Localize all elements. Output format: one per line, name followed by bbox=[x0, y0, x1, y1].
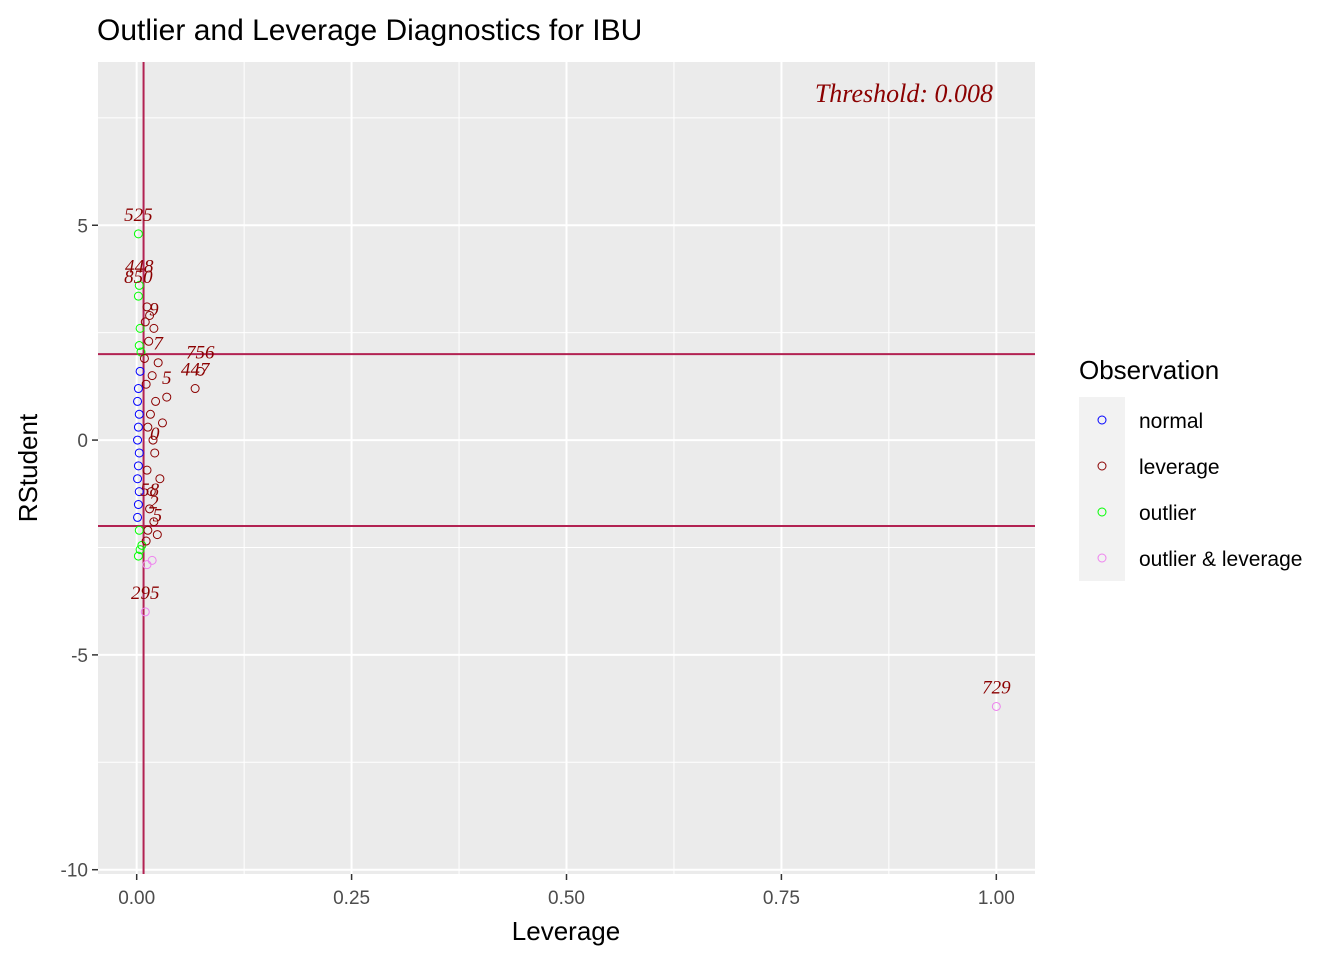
data-point bbox=[151, 396, 161, 406]
point-label: 58 bbox=[140, 480, 160, 501]
data-point bbox=[147, 555, 157, 565]
point-label: 850 bbox=[124, 267, 153, 288]
point-label: 7 bbox=[153, 334, 164, 355]
legend-key-background bbox=[1079, 397, 1125, 581]
x-tick-label: 0.75 bbox=[763, 888, 800, 909]
data-point bbox=[140, 607, 150, 617]
data-point bbox=[133, 474, 143, 484]
data-point bbox=[162, 392, 172, 402]
data-point bbox=[143, 525, 153, 535]
point-label: 5 bbox=[153, 506, 163, 527]
data-point bbox=[133, 229, 143, 239]
data-point bbox=[135, 366, 145, 376]
data-points bbox=[133, 229, 1001, 711]
x-tick-label: 0.50 bbox=[548, 888, 585, 909]
data-point bbox=[133, 435, 143, 445]
legend-key-normal bbox=[1097, 415, 1107, 425]
data-point bbox=[142, 302, 152, 312]
data-point bbox=[134, 341, 144, 351]
data-point bbox=[991, 701, 1001, 711]
y-tick-label: 5 bbox=[77, 216, 88, 237]
data-point bbox=[133, 422, 143, 432]
legend-title: Observation bbox=[1079, 355, 1219, 385]
legend-label: normal bbox=[1139, 410, 1203, 433]
x-tick-label: 0.25 bbox=[333, 888, 370, 909]
data-point bbox=[134, 525, 144, 535]
data-point bbox=[140, 317, 150, 327]
data-point bbox=[145, 409, 155, 419]
point-label: 9 bbox=[149, 299, 159, 320]
data-point bbox=[133, 512, 143, 522]
data-point bbox=[133, 384, 143, 394]
y-axis-ticks: -10 -5 0 5 bbox=[61, 216, 98, 882]
y-tick-label: -10 bbox=[61, 861, 88, 882]
grid-lines bbox=[98, 62, 1035, 874]
data-point bbox=[133, 291, 143, 301]
data-point bbox=[134, 409, 144, 419]
data-point bbox=[133, 500, 143, 510]
data-point bbox=[144, 336, 154, 346]
data-point bbox=[150, 448, 160, 458]
data-point bbox=[141, 379, 151, 389]
x-tick-label: 1.00 bbox=[978, 888, 1015, 909]
point-label: 525 bbox=[124, 205, 153, 226]
legend-items: normal leverage outlier outlier & leverage bbox=[1097, 410, 1302, 571]
point-label: 2 bbox=[149, 493, 159, 514]
legend-key-leverage bbox=[1097, 461, 1107, 471]
data-point bbox=[134, 448, 144, 458]
point-label: 729 bbox=[982, 677, 1011, 698]
point-label: 0 bbox=[150, 424, 160, 445]
legend-key-outlier bbox=[1097, 507, 1107, 517]
data-point bbox=[135, 545, 145, 555]
data-point bbox=[148, 435, 158, 445]
point-label: 447 bbox=[181, 360, 211, 381]
data-point bbox=[143, 422, 153, 432]
data-point bbox=[155, 474, 165, 484]
data-point bbox=[149, 517, 159, 527]
data-point bbox=[195, 366, 205, 376]
data-point bbox=[134, 280, 144, 290]
data-point bbox=[145, 504, 155, 514]
data-point bbox=[134, 487, 144, 497]
y-tick-label: 0 bbox=[77, 431, 88, 452]
data-point bbox=[133, 461, 143, 471]
legend-label: outlier bbox=[1139, 502, 1196, 525]
point-label: 756 bbox=[186, 342, 215, 363]
data-point bbox=[190, 384, 200, 394]
data-point bbox=[133, 551, 143, 561]
data-point bbox=[145, 310, 155, 320]
data-point bbox=[152, 530, 162, 540]
data-point bbox=[157, 418, 167, 428]
data-point bbox=[133, 396, 143, 406]
data-point bbox=[149, 323, 159, 333]
threshold-annotation: Threshold: 0.008 bbox=[815, 79, 993, 108]
legend-label: outlier & leverage bbox=[1139, 548, 1302, 571]
x-axis-ticks: 0.00 0.25 0.50 0.75 1.00 bbox=[118, 874, 1015, 909]
y-axis-title: RStudent bbox=[13, 413, 43, 522]
data-point bbox=[139, 353, 149, 363]
point-label: 295 bbox=[131, 583, 160, 604]
data-point bbox=[142, 465, 152, 475]
legend-key-outlier-leverage bbox=[1097, 553, 1107, 563]
legend-label: leverage bbox=[1139, 456, 1220, 479]
data-point bbox=[146, 487, 156, 497]
x-axis-title: Leverage bbox=[512, 916, 620, 946]
legend: Observation normal leverage outlier outlier… bbox=[1079, 355, 1302, 581]
data-point bbox=[153, 358, 163, 368]
point-label: 5 bbox=[162, 368, 172, 389]
chart-title: Outlier and Leverage Diagnostics for IBU bbox=[97, 14, 642, 47]
x-tick-label: 0.00 bbox=[118, 888, 155, 909]
point-label: 448 bbox=[125, 256, 154, 277]
data-point bbox=[135, 323, 145, 333]
data-point bbox=[141, 536, 151, 546]
y-tick-label: -5 bbox=[71, 646, 88, 667]
data-point bbox=[147, 371, 157, 381]
